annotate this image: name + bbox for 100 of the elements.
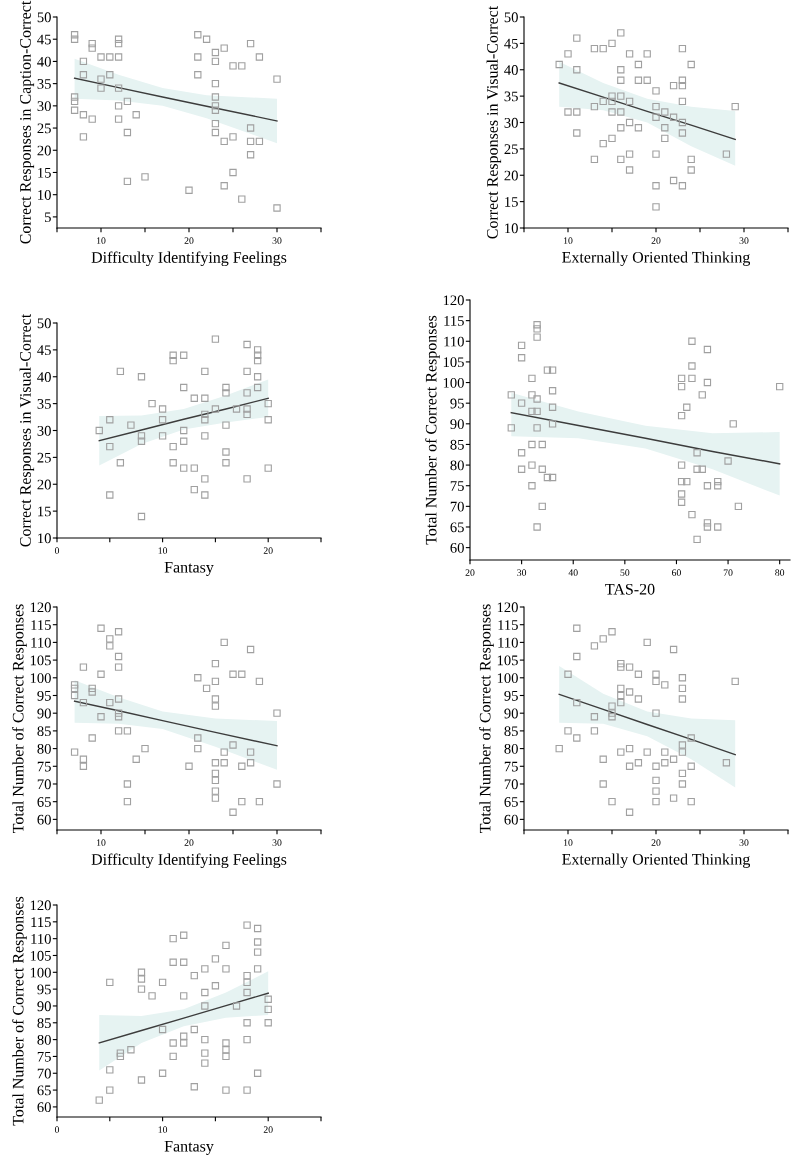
point <box>243 475 251 483</box>
point <box>97 53 105 61</box>
point <box>243 1019 251 1027</box>
point <box>229 133 237 141</box>
y-tick-label: 120 <box>30 602 51 613</box>
point <box>677 498 686 506</box>
point <box>683 477 691 486</box>
y-tick-label: 60 <box>37 1102 51 1113</box>
point <box>148 992 156 1000</box>
y-tick-label: 115 <box>444 316 464 326</box>
point <box>70 684 79 693</box>
point <box>264 399 272 408</box>
point <box>243 971 251 980</box>
point <box>246 645 255 654</box>
point <box>573 34 581 42</box>
point <box>528 482 536 490</box>
point <box>211 982 220 990</box>
point <box>548 387 557 395</box>
y-tick-label: 85 <box>450 439 464 450</box>
point <box>678 741 687 749</box>
point <box>114 84 123 92</box>
point <box>564 50 572 58</box>
y-tick-label: 40 <box>37 372 51 382</box>
point <box>222 1039 230 1047</box>
y-tick-label: 15 <box>38 167 51 178</box>
y-tick-label: 100 <box>443 377 464 388</box>
point <box>137 512 146 521</box>
point <box>678 674 687 682</box>
y-tick-label: 105 <box>443 357 464 368</box>
x-tick-label: 20 <box>465 569 475 576</box>
point <box>88 688 96 696</box>
point <box>211 759 220 767</box>
point <box>652 150 660 158</box>
y-tick-label: 30 <box>37 101 51 112</box>
x-tick-label: 0 <box>54 547 60 554</box>
point <box>625 150 634 158</box>
point <box>533 325 541 333</box>
point <box>599 139 607 148</box>
x-tick-label: 10 <box>158 1126 168 1133</box>
point <box>617 66 625 74</box>
x-tick-label: 20 <box>651 237 661 244</box>
point <box>222 1086 230 1094</box>
point <box>661 681 669 689</box>
x-tick-label: 20 <box>263 1126 273 1133</box>
point <box>255 798 264 806</box>
point <box>538 465 546 473</box>
y-tick-label: 65 <box>37 1085 51 1096</box>
point <box>548 473 557 482</box>
x-tick-label: 30 <box>739 237 749 244</box>
point <box>533 407 541 416</box>
point <box>517 399 526 407</box>
point <box>220 759 228 767</box>
y-axis-title: Correct Responses in Visual-Correct <box>486 5 502 239</box>
y-tick-label: 40 <box>37 56 51 67</box>
y-tick-label: 95 <box>504 690 518 701</box>
point <box>625 663 634 671</box>
point <box>643 748 651 756</box>
point <box>722 150 731 158</box>
point <box>211 405 220 413</box>
point <box>608 798 616 806</box>
point <box>608 709 616 717</box>
point <box>564 727 572 735</box>
point <box>243 921 251 929</box>
line-series <box>558 693 736 756</box>
point <box>253 965 262 973</box>
point <box>123 727 132 735</box>
point <box>608 92 616 100</box>
point <box>243 410 251 419</box>
point <box>180 992 188 1000</box>
point <box>698 465 706 473</box>
y-tick-label: 120 <box>30 900 51 911</box>
point <box>775 382 784 391</box>
point <box>79 762 88 770</box>
point <box>264 1019 272 1027</box>
y-tick-label: 15 <box>505 197 518 207</box>
point <box>123 97 132 106</box>
y-tick-label: 10 <box>38 533 51 544</box>
point <box>201 988 209 997</box>
point <box>661 108 669 116</box>
point <box>608 628 616 636</box>
x-tick-label: 30 <box>272 237 282 244</box>
point <box>194 71 202 79</box>
y-tick-label: 80 <box>450 460 464 471</box>
point <box>625 50 634 58</box>
point <box>97 670 105 678</box>
x-axis-title: Difficulty Identifying Feelings <box>91 853 287 869</box>
line-series <box>73 77 278 122</box>
point <box>169 459 177 467</box>
point <box>643 638 651 647</box>
point <box>599 780 607 788</box>
point <box>97 75 105 83</box>
point <box>158 1025 167 1034</box>
x-axis-title: Externally Oriented Thinking <box>562 251 751 266</box>
point <box>114 102 123 110</box>
point <box>180 383 188 392</box>
point <box>533 333 541 341</box>
point <box>222 448 230 456</box>
y-tick-label: 65 <box>450 522 464 533</box>
point <box>264 1005 272 1013</box>
point <box>116 1052 125 1061</box>
